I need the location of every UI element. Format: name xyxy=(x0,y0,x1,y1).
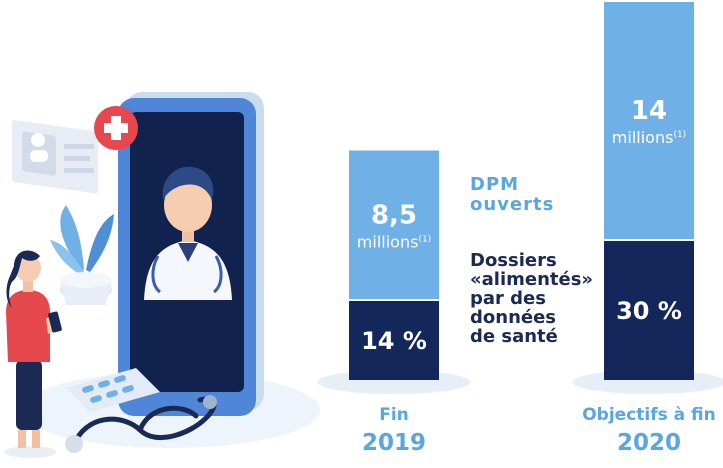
legend-health-data-label: Dossiers «alimentés» par des données de sant… xyxy=(470,250,593,347)
phone-icon xyxy=(94,92,264,416)
bar-dossiers-alimentes xyxy=(349,300,439,380)
bar-chart: 8,5 millions(1) 14 % Fin 2019 14 millions(1) 30… xyxy=(317,2,723,456)
category-year-label: 2020 xyxy=(617,430,681,456)
pill-blister-icon xyxy=(66,368,160,412)
category-label: Objectifs à fin xyxy=(582,405,716,425)
plant-icon xyxy=(50,205,114,305)
doctor-icon xyxy=(144,166,232,300)
dpm-unit-label: millions(1) xyxy=(357,232,431,251)
illustration xyxy=(4,92,320,458)
bar-dpm-ouverts xyxy=(604,2,694,240)
dpm-unit-label: millions(1) xyxy=(612,128,686,147)
dpm-value-label: 14 xyxy=(631,96,667,126)
health-data-value-label: 14 % xyxy=(361,327,427,355)
category-label: Fin xyxy=(379,405,409,425)
profile-card-icon xyxy=(12,120,98,194)
bar-dossiers-alimentes xyxy=(604,240,694,380)
category-year-label: 2019 xyxy=(362,430,426,456)
woman-with-phone-icon xyxy=(4,250,62,458)
medical-cross-icon xyxy=(94,106,138,150)
dpm-value-label: 8,5 xyxy=(371,200,417,230)
legend: DPM ouverts Dossiers «alimentés» par des don… xyxy=(470,174,593,347)
bar-dpm-ouverts xyxy=(349,150,439,300)
health-data-value-label: 30 % xyxy=(616,297,682,325)
stethoscope-icon xyxy=(65,395,217,453)
legend-dpm-label: DPM ouverts xyxy=(470,174,554,215)
